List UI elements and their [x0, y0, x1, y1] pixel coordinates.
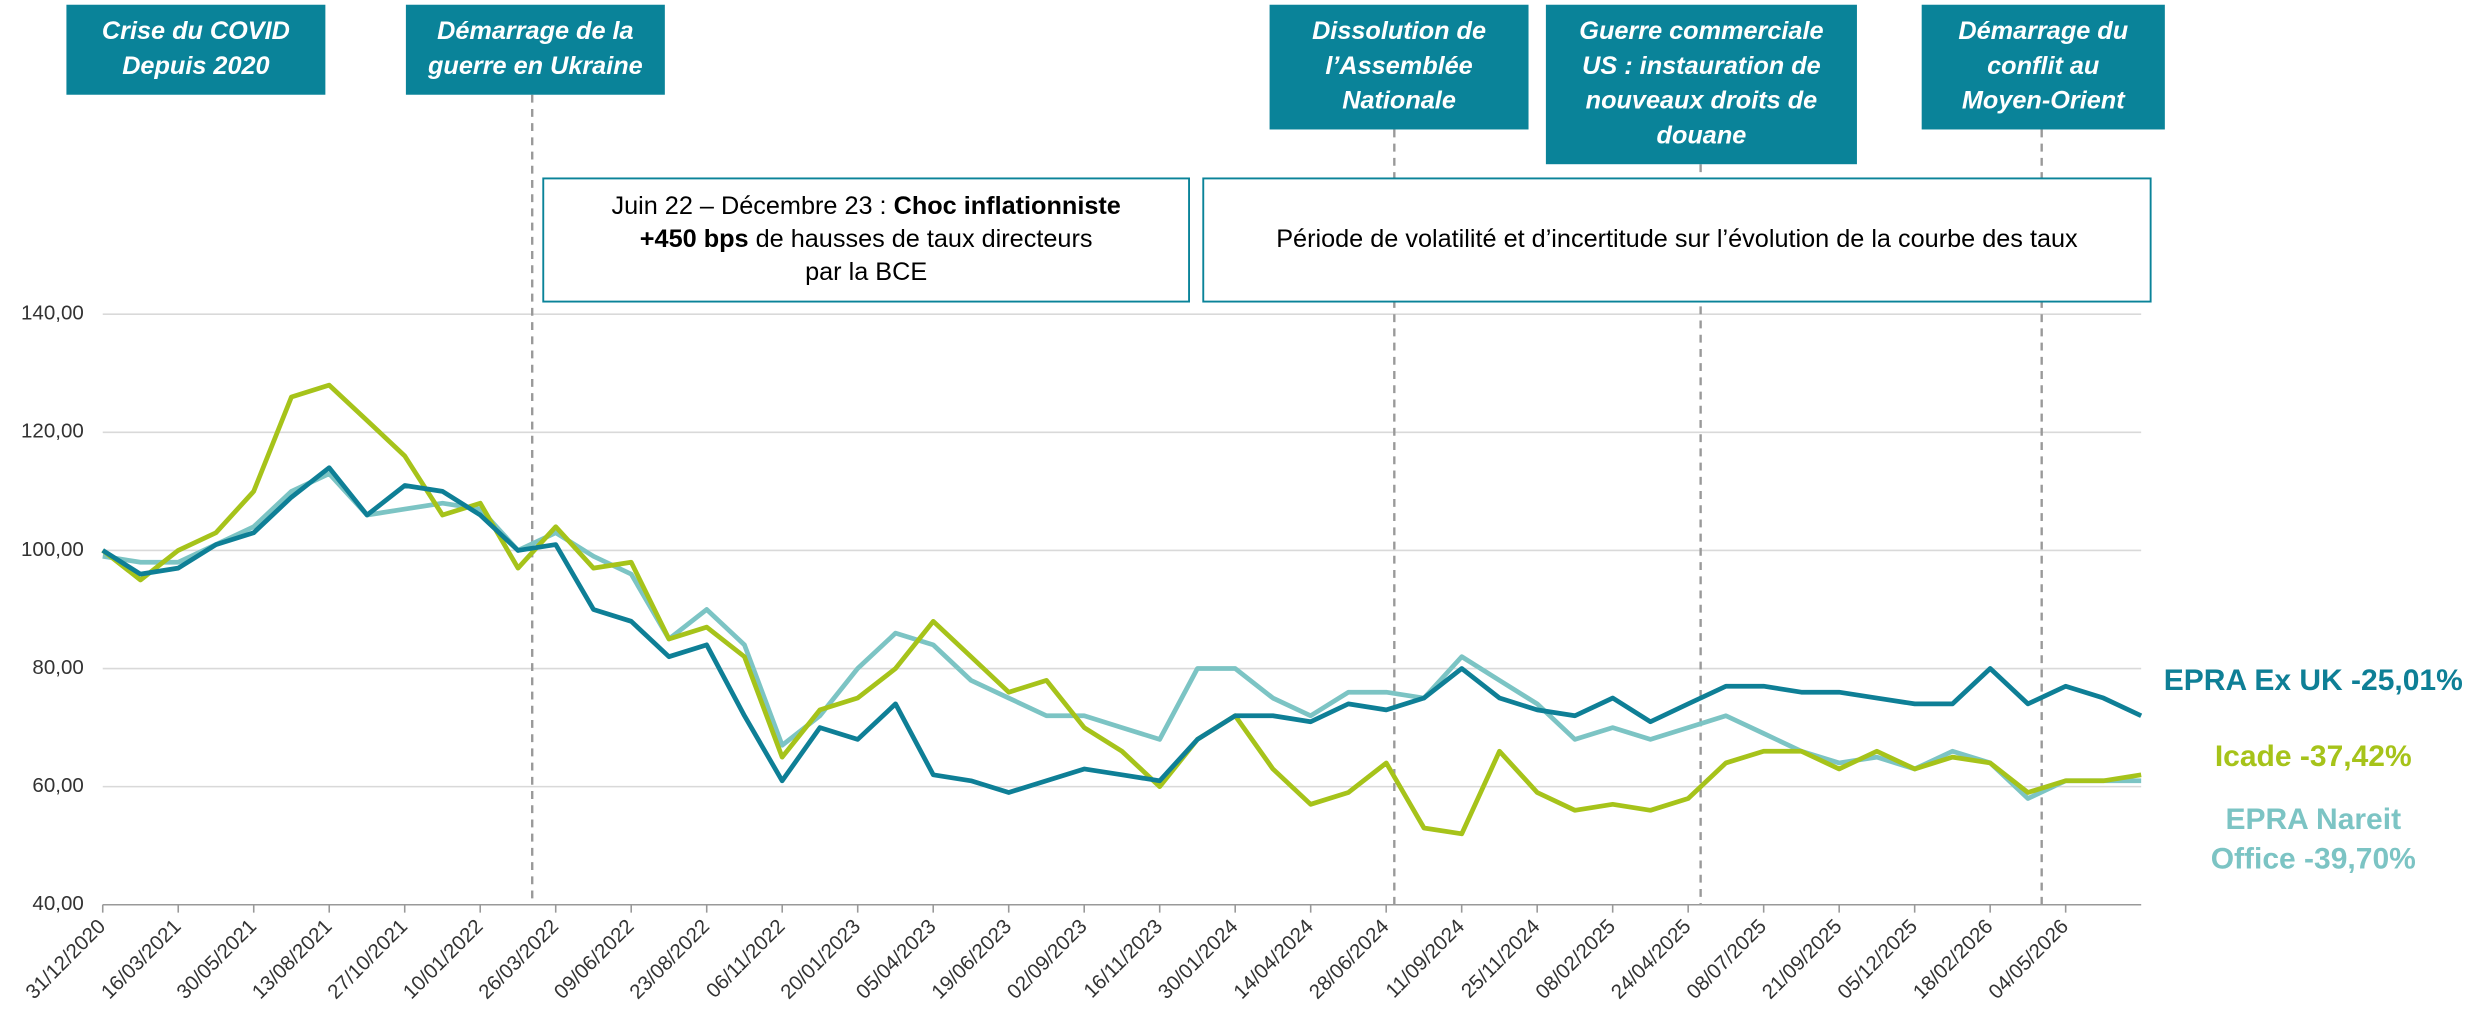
legend-label: EPRA Ex UK -25,01% — [2163, 664, 2463, 698]
legend-label: EPRA Nareit Office -39,70% — [2210, 803, 2416, 876]
x-tick-label: 13/08/2021 — [248, 915, 337, 1004]
series-line — [101, 465, 2143, 795]
event-label: Crise du COVID — [102, 17, 290, 45]
x-tick-label: 16/11/2023 — [1079, 915, 1167, 1003]
end-label-box: Icade -37,42% — [2214, 740, 2412, 774]
period-label: Juin 22 – Décembre 23 : Choc inflationni… — [611, 192, 1120, 220]
x-tick-label: 28/06/2024 — [1305, 915, 1394, 1004]
event-label: Guerre commerciale — [1579, 17, 1823, 45]
event-label: conflit au — [1987, 52, 2099, 80]
end-label-box: EPRA Ex UK -25,01% — [2163, 664, 2463, 698]
x-tick-label: 05/04/2023 — [852, 915, 941, 1004]
x-tick-label: 05/12/2025 — [1833, 915, 1922, 1004]
event-label: l’Assemblée — [1325, 52, 1472, 80]
period-box — [542, 177, 1190, 303]
event-box — [1921, 4, 2165, 130]
legend-label: Icade -37,42% — [2214, 740, 2412, 774]
x-tick-label: 14/04/2024 — [1229, 915, 1318, 1004]
x-tick-label: 30/05/2021 — [172, 915, 261, 1004]
x-tick-label: 19/06/2023 — [927, 915, 1016, 1004]
x-tick-label: 23/08/2022 — [625, 915, 714, 1004]
x-tick-label: 10/01/2022 — [399, 915, 488, 1004]
event-box — [66, 4, 326, 95]
x-tick-label: 08/02/2025 — [1531, 915, 1620, 1004]
x-tick-label: 31/12/2020 — [21, 915, 110, 1004]
period-text: Choc inflationniste — [894, 192, 1121, 220]
event-box — [1545, 4, 1857, 165]
x-tick-label: 21/09/2025 — [1758, 915, 1847, 1004]
period-box — [1202, 177, 2152, 303]
event-label: Depuis 2020 — [122, 52, 269, 80]
x-tick-label: 08/07/2025 — [1682, 915, 1771, 1004]
event-label: Démarrage de la — [437, 17, 634, 45]
period-label: +450 bps de hausses de taux directeurs — [640, 225, 1093, 253]
end-label-box: EPRA Nareit Office -39,70% — [2210, 803, 2416, 876]
event-box — [1269, 4, 1529, 130]
series-line — [101, 382, 2142, 837]
x-tick-label: 16/03/2021 — [97, 915, 186, 1004]
event-box — [405, 4, 665, 95]
y-tick-label: 40,00 — [32, 892, 83, 915]
x-tick-label: 30/01/2024 — [1154, 915, 1243, 1004]
x-tick-label: 20/01/2023 — [776, 915, 865, 1004]
x-tick-label: 11/09/2024 — [1381, 915, 1469, 1003]
period-text: Période de volatilité et d’incertitude s… — [1276, 225, 2078, 253]
x-tick-label: 26/03/2022 — [474, 915, 563, 1004]
x-tick-label: 09/06/2022 — [550, 915, 639, 1004]
x-tick-label: 25/11/2024 — [1457, 915, 1545, 1003]
period-text: de hausses de taux directeurs — [749, 225, 1093, 253]
event-label: Nationale — [1342, 87, 1456, 115]
x-tick-label: 02/09/2023 — [1003, 915, 1092, 1004]
x-tick-label: 24/04/2025 — [1607, 915, 1696, 1004]
period-text: Juin 22 – Décembre 23 : — [611, 192, 893, 220]
y-tick-label: 80,00 — [32, 656, 83, 679]
period-label: Période de volatilité et d’incertitude s… — [1276, 225, 2078, 253]
event-label: Moyen-Orient — [1962, 87, 2126, 115]
period-label: par la BCE — [805, 258, 927, 286]
event-label: Dissolution de — [1312, 17, 1486, 45]
event-label: nouveaux droits de — [1586, 87, 1818, 115]
x-tick-label: 06/11/2022 — [702, 915, 790, 1003]
event-label: Démarrage du — [1958, 17, 2128, 45]
y-tick-label: 120,00 — [21, 420, 84, 443]
period-text: par la BCE — [805, 258, 927, 286]
period-text: +450 bps — [640, 225, 749, 253]
y-tick-label: 140,00 — [21, 302, 84, 325]
event-label: douane — [1657, 121, 1747, 149]
x-tick-label: 04/05/2026 — [1984, 915, 2073, 1004]
event-label: US : instauration de — [1582, 52, 1821, 80]
event-label: guerre en Ukraine — [427, 52, 643, 80]
x-tick-label: 18/02/2026 — [1909, 915, 1998, 1004]
x-tick-label: 27/10/2021 — [323, 915, 412, 1004]
y-tick-label: 60,00 — [32, 774, 83, 797]
y-tick-label: 100,00 — [21, 538, 84, 561]
